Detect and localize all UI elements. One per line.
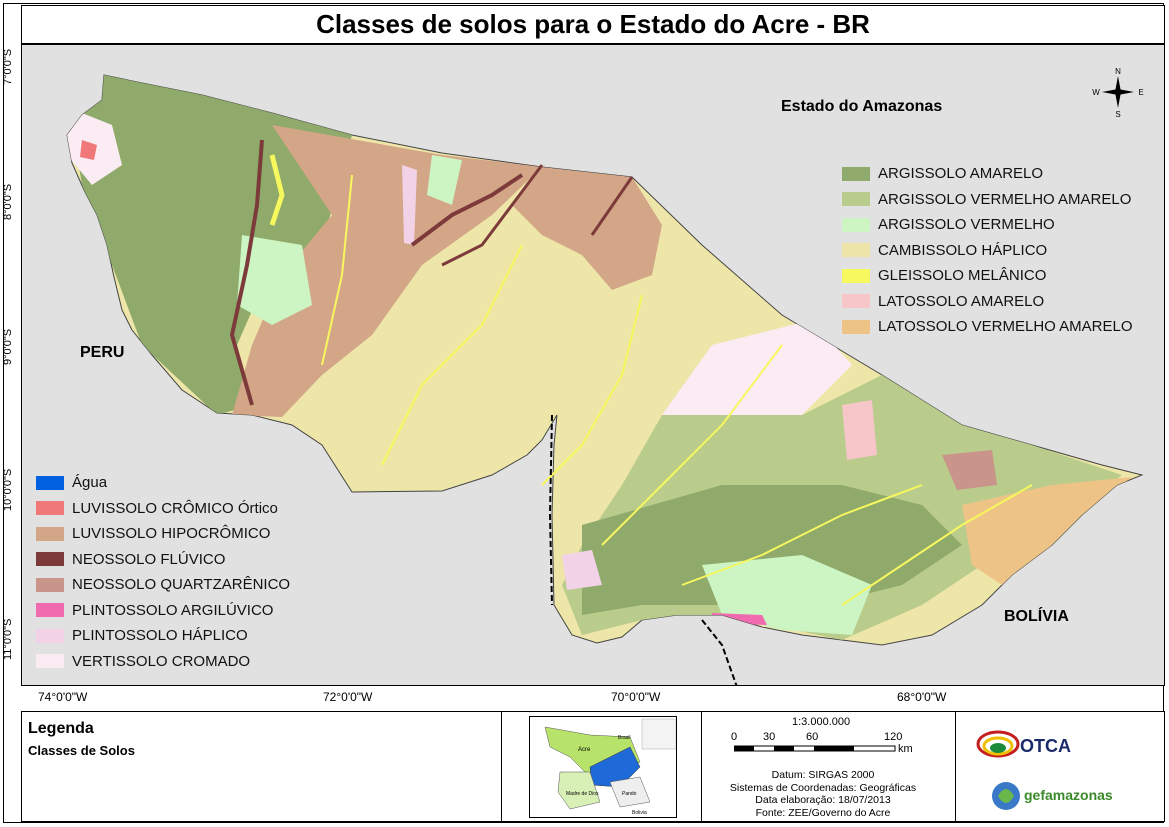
legend-item: PLINTOSSOLO HÁPLICO xyxy=(36,623,290,649)
legend-swatch xyxy=(842,166,870,181)
region-label-peru: PERU xyxy=(80,344,125,361)
otca-logo-text: OTCA xyxy=(1020,736,1071,756)
locator-inset-map: Brasil Acre Pando Madre de Dios Bolivia xyxy=(529,716,677,818)
lat-label-10: 10°0'0"S xyxy=(2,468,14,512)
compass-w: W xyxy=(1092,88,1100,97)
legend-item: ARGISSOLO VERMELHO xyxy=(842,212,1133,238)
acre-soil-map xyxy=(66,74,1144,685)
otca-logo: OTCA xyxy=(976,730,1071,758)
lat-label-8: 8°0'0"S xyxy=(2,183,14,221)
legend-item: LATOSSOLO AMARELO xyxy=(842,289,1133,315)
legend-left: Água LUVISSOLO CRÔMICO Órtico LUVISSOLO … xyxy=(36,470,290,674)
inset-label-brasil: Brasil xyxy=(618,735,631,741)
region-label-bolivia: BOLÍVIA xyxy=(1004,608,1069,625)
lat-label-7: 7°0'0"S xyxy=(2,48,14,86)
footer-legend-subtitle: Classes de Solos xyxy=(28,743,135,758)
legend-item: ARGISSOLO AMARELO xyxy=(842,161,1133,187)
legend-item: NEOSSOLO FLÚVICO xyxy=(36,547,290,573)
legend-swatch xyxy=(36,654,64,669)
legend-swatch xyxy=(36,628,64,643)
legend-swatch xyxy=(36,501,64,516)
scale-tick: 30 xyxy=(763,731,776,743)
legend-item: ARGISSOLO VERMELHO AMARELO xyxy=(842,187,1133,213)
scale-tick: 120 xyxy=(884,731,903,743)
inset-label-madre: Madre de Dios xyxy=(566,791,599,797)
scale-ratio: 1:3.000.000 xyxy=(792,716,851,728)
scale-bar xyxy=(734,745,896,752)
lat-label-11: 11°0'0"S xyxy=(2,618,14,661)
footer-divider xyxy=(701,712,702,821)
legend-swatch xyxy=(842,192,870,207)
legend-item: Água xyxy=(36,470,290,496)
north-arrow-icon: N S E W xyxy=(1092,67,1143,118)
scale-tick: 0 xyxy=(731,731,738,743)
legend-swatch xyxy=(842,319,870,334)
inset-label-bolivia: Bolivia xyxy=(632,810,647,816)
map-metadata: Datum: SIRGAS 2000 Sistemas de Coordenad… xyxy=(729,769,917,819)
legend-item: LATOSSOLO VERMELHO AMARELO xyxy=(842,314,1133,340)
compass-s: S xyxy=(1115,110,1120,118)
legend-item: VERTISSOLO CROMADO xyxy=(36,649,290,675)
legend-item: LUVISSOLO HIPOCRÔMICO xyxy=(36,521,290,547)
gef-amazonas-logo: gefamazonas xyxy=(992,782,1113,810)
lon-label-74: 74°0'0"W xyxy=(38,690,88,704)
legend-item: PLINTOSSOLO ARGILÚVICO xyxy=(36,598,290,624)
legend-item: NEOSSOLO QUARTZARÊNICO xyxy=(36,572,290,598)
lat-label-9: 9°0'0"S xyxy=(2,328,14,366)
compass-e: E xyxy=(1138,88,1143,97)
legend-swatch xyxy=(842,268,870,283)
legend-right: ARGISSOLO AMARELO ARGISSOLO VERMELHO AMA… xyxy=(842,161,1133,340)
map-area[interactable] xyxy=(21,44,1165,686)
legend-item: GLEISSOLO MELÂNICO xyxy=(842,263,1133,289)
legend-swatch xyxy=(842,294,870,309)
legend-item: CAMBISSOLO HÁPLICO xyxy=(842,238,1133,264)
lon-label-72: 72°0'0"W xyxy=(323,690,373,704)
inset-label-pando: Pando xyxy=(622,791,637,797)
map-title: Classes de solos para o Estado do Acre -… xyxy=(21,5,1165,44)
inset-label-acre: Acre xyxy=(578,747,591,753)
compass-n: N xyxy=(1115,67,1121,76)
scale-unit: km xyxy=(898,743,913,755)
footer-divider xyxy=(955,712,956,821)
legend-swatch xyxy=(36,603,64,618)
footer-divider xyxy=(501,712,502,821)
lon-label-70: 70°0'0"W xyxy=(611,690,661,704)
gef-logo-text: gefamazonas xyxy=(1024,787,1113,803)
legend-swatch xyxy=(36,552,64,567)
footer-legend-title: Legenda xyxy=(28,720,94,737)
region-label-amazonas: Estado do Amazonas xyxy=(781,98,943,115)
footer-panel: Legenda Classes de Solos Brasil Acre Pan… xyxy=(21,711,1165,822)
scale-tick: 60 xyxy=(806,731,819,743)
legend-item: LUVISSOLO CRÔMICO Órtico xyxy=(36,496,290,522)
lon-label-68: 68°0'0"W xyxy=(897,690,947,704)
legend-swatch xyxy=(36,577,64,592)
legend-swatch xyxy=(842,243,870,258)
legend-swatch xyxy=(36,526,64,541)
legend-swatch xyxy=(842,217,870,232)
legend-swatch xyxy=(36,475,64,490)
